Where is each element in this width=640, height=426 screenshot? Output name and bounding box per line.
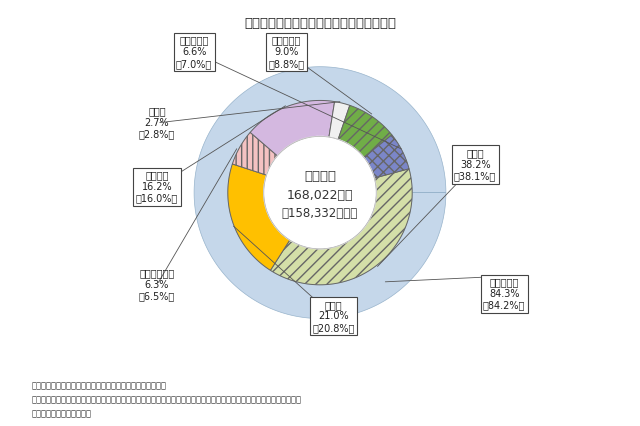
- Polygon shape: [329, 102, 350, 139]
- Polygon shape: [194, 67, 446, 319]
- Text: 中学校
21.0%
（20.8%）: 中学校 21.0% （20.8%）: [312, 299, 355, 333]
- Text: 教育行政費
6.6%
（7.0%）: 教育行政費 6.6% （7.0%）: [176, 35, 212, 69]
- Text: その他
2.7%
（2.8%）: その他 2.7% （2.8%）: [139, 106, 175, 140]
- Text: （158,332億円）: （158,332億円）: [282, 207, 358, 221]
- Polygon shape: [338, 105, 392, 158]
- Text: 高等学校
16.2%
（16.0%）: 高等学校 16.2% （16.0%）: [136, 170, 178, 204]
- Polygon shape: [271, 169, 412, 285]
- Text: 小学校
38.2%
（38.1%）: 小学校 38.2% （38.1%）: [454, 148, 496, 181]
- Polygon shape: [228, 164, 290, 271]
- Text: 第２図　教育分野別の地方教育費の構成比: 第２図 教育分野別の地方教育費の構成比: [244, 17, 396, 30]
- Text: 総　　額: 総 額: [304, 170, 336, 183]
- Text: 168,022億円: 168,022億円: [287, 190, 353, 202]
- Text: 社会教育費
9.0%
（8.8%）: 社会教育費 9.0% （8.8%）: [268, 35, 305, 69]
- Polygon shape: [232, 132, 278, 175]
- Polygon shape: [250, 101, 335, 156]
- Text: （注）１　（　）内は，債務償還費を控除した数値である。: （注）１ （ ）内は，債務償還費を控除した数値である。: [32, 381, 167, 390]
- Text: 学校教育費
84.3%
（84.2%）: 学校教育費 84.3% （84.2%）: [483, 277, 525, 311]
- Circle shape: [264, 136, 376, 249]
- Text: ２　「その他」は，幼稚園，幼保連携型認定こども園，義務教育学校，中等教育学校，専修学校，各種学校及び高等: ２ 「その他」は，幼稚園，幼保連携型認定こども園，義務教育学校，中等教育学校，専…: [32, 395, 302, 404]
- Polygon shape: [364, 135, 409, 178]
- Text: 特別支援学校
6.3%
（6.5%）: 特別支援学校 6.3% （6.5%）: [139, 268, 175, 302]
- Text: 専門学校である。: 専門学校である。: [32, 409, 92, 418]
